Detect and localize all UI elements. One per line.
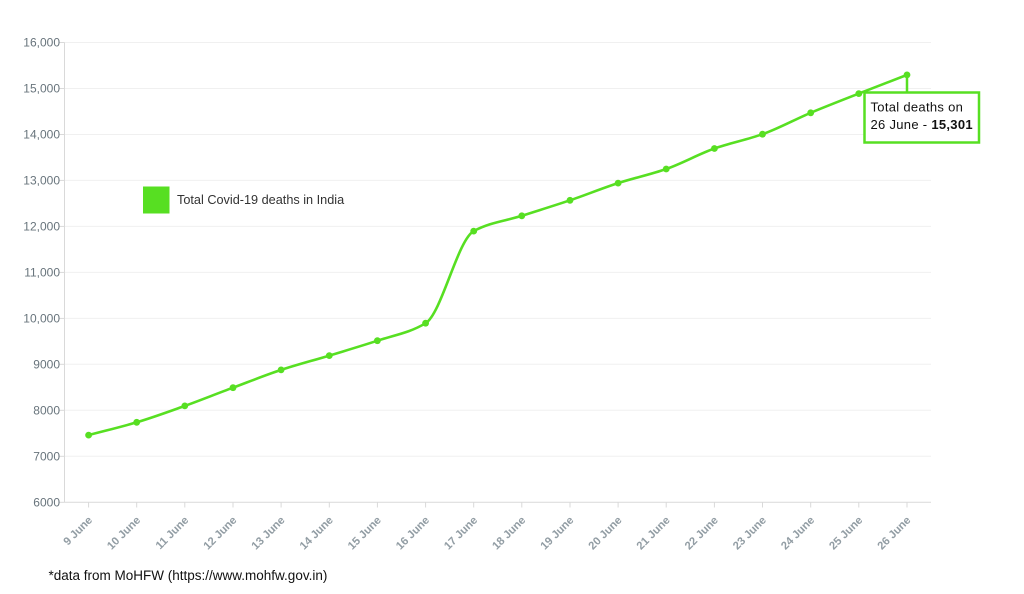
svg-text:12,000: 12,000 <box>23 219 60 233</box>
svg-text:11,000: 11,000 <box>24 265 60 279</box>
svg-text:26 June - 15,301: 26 June - 15,301 <box>871 117 973 132</box>
svg-text:Total Covid-19 deaths in India: Total Covid-19 deaths in India <box>177 193 345 207</box>
svg-text:15,000: 15,000 <box>23 82 60 96</box>
svg-text:6000: 6000 <box>33 495 60 509</box>
svg-text:9000: 9000 <box>33 357 60 371</box>
svg-text:13,000: 13,000 <box>23 173 60 187</box>
svg-text:7000: 7000 <box>33 449 60 463</box>
svg-text:16,000: 16,000 <box>23 36 60 50</box>
svg-text:14,000: 14,000 <box>23 128 60 142</box>
svg-text:*data from MoHFW (https://www.: *data from MoHFW (https://www.mohfw.gov.… <box>49 568 328 583</box>
svg-text:8000: 8000 <box>33 403 60 417</box>
svg-text:Total deaths on: Total deaths on <box>871 99 964 114</box>
svg-text:10,000: 10,000 <box>23 311 60 325</box>
